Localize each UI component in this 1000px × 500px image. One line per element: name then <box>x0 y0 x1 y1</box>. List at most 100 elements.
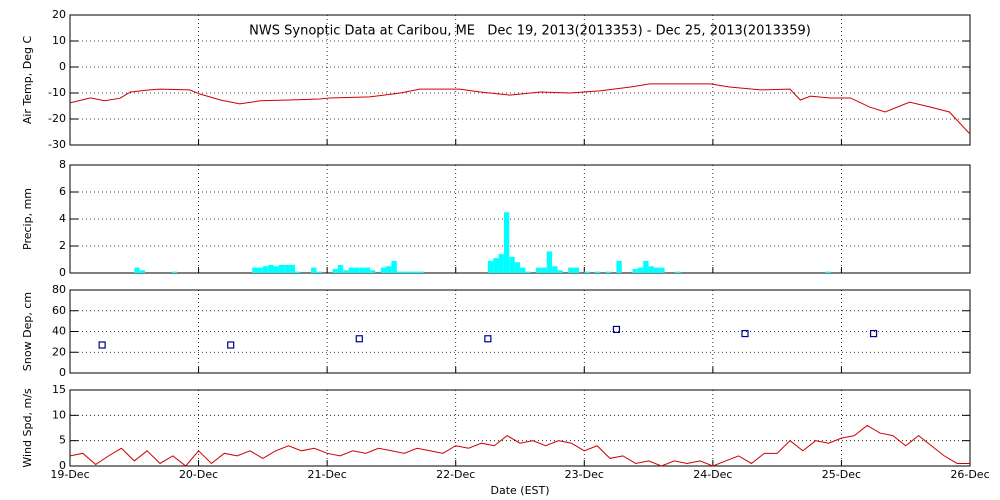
y-tick-label: 6 <box>59 185 66 198</box>
bar <box>353 267 360 273</box>
bar <box>573 267 579 273</box>
x-tick-label: 25-Dec <box>822 468 861 481</box>
point <box>355 335 363 343</box>
bar <box>295 271 301 273</box>
y-tick-label: 40 <box>52 325 66 338</box>
bar <box>637 267 644 273</box>
y-axis-label: Wind Spd, m/s <box>21 388 34 468</box>
bar <box>541 267 547 273</box>
plot-frame <box>69 389 971 467</box>
chart-title: NWS Synoptic Data at Caribou, ME Dec 19,… <box>249 24 811 39</box>
bar <box>348 267 354 273</box>
plot-frame <box>69 14 971 146</box>
y-tick-label: 15 <box>52 383 66 396</box>
panel: 0 5 10 15 19-Dec 20-Dec 21-Dec 22-Dec 23-Dec 24-D… <box>21 383 990 497</box>
bar <box>412 271 419 273</box>
bar <box>369 270 376 273</box>
bar <box>546 251 553 273</box>
bar <box>616 260 622 273</box>
bar <box>653 267 660 273</box>
x-tick-label: 22-Dec <box>436 468 475 481</box>
panel: 0 20 40 60 80 Snow Dep, cm <box>21 283 971 379</box>
bar <box>568 267 574 273</box>
bar <box>418 271 424 273</box>
bar <box>316 271 322 273</box>
point <box>741 329 749 338</box>
data-line <box>69 83 971 135</box>
bar <box>139 270 146 273</box>
y-axis-label: Snow Dep, cm <box>21 292 34 371</box>
y-tick-label: 80 <box>52 283 66 296</box>
bar <box>520 267 526 273</box>
bar <box>134 267 140 273</box>
x-tick-label: 19-Dec <box>50 468 89 481</box>
y-tick-label: 20 <box>52 8 66 21</box>
bar <box>391 260 397 273</box>
bar <box>273 266 279 273</box>
bar <box>514 262 520 273</box>
y-axis-label: Air Temp, Deg C <box>21 36 34 125</box>
bar <box>257 267 263 273</box>
y-tick-label: -30 <box>48 138 66 151</box>
x-tick-label: 23-Dec <box>565 468 604 481</box>
y-tick-label: 5 <box>59 434 66 447</box>
bar <box>332 268 338 273</box>
y-tick-label: 10 <box>52 34 66 47</box>
bar <box>643 260 649 273</box>
y-tick-label: 10 <box>52 408 66 421</box>
bar <box>343 270 349 273</box>
y-tick-label: 0 <box>59 266 66 279</box>
panel: 0 2 4 6 8 Precip, mm <box>21 158 971 279</box>
y-tick-label: 4 <box>59 212 66 225</box>
y-tick-label: 0 <box>59 60 66 73</box>
y-tick-label: 0 <box>59 366 66 379</box>
bar <box>487 260 494 273</box>
bar <box>359 267 365 273</box>
bar <box>396 271 403 273</box>
bar <box>509 256 515 273</box>
y-tick-label: 0 <box>59 459 66 472</box>
y-tick-label: -20 <box>48 112 66 125</box>
bar <box>386 266 392 273</box>
bar <box>171 271 178 273</box>
y-tick-label: 8 <box>59 158 66 171</box>
bar <box>268 264 274 273</box>
bar <box>675 271 681 273</box>
bar <box>498 254 504 273</box>
x-tick-label: 21-Dec <box>308 468 347 481</box>
x-tick-label: 26-Dec <box>950 468 989 481</box>
bar <box>825 271 831 273</box>
bar <box>584 271 590 273</box>
bar <box>364 267 371 273</box>
bar <box>525 271 531 273</box>
plot-frame <box>69 289 971 374</box>
bar <box>337 264 344 273</box>
bar <box>284 264 290 273</box>
y-tick-label: 60 <box>52 304 66 317</box>
bar <box>552 266 558 273</box>
bar <box>407 271 413 273</box>
bar <box>278 264 285 273</box>
point <box>98 341 106 349</box>
bar <box>648 266 654 273</box>
point <box>869 329 878 338</box>
bar <box>252 267 258 273</box>
y-tick-label: -10 <box>48 86 66 99</box>
y-axis-label: Precip, mm <box>21 188 34 250</box>
bar <box>605 271 612 273</box>
x-tick-label: 20-Dec <box>179 468 218 481</box>
bar <box>536 267 542 273</box>
data-line <box>69 424 970 467</box>
bar <box>557 270 563 273</box>
bar <box>659 267 665 273</box>
y-tick-label: 2 <box>59 239 66 252</box>
point <box>227 341 235 349</box>
point <box>484 335 492 343</box>
bar <box>289 264 295 273</box>
bar <box>493 258 499 273</box>
bar <box>503 212 510 273</box>
bar <box>311 267 317 273</box>
bar <box>632 268 638 273</box>
panel: -30 -20 -10 0 10 20 NWS Synoptic Data at Carib… <box>21 8 971 151</box>
